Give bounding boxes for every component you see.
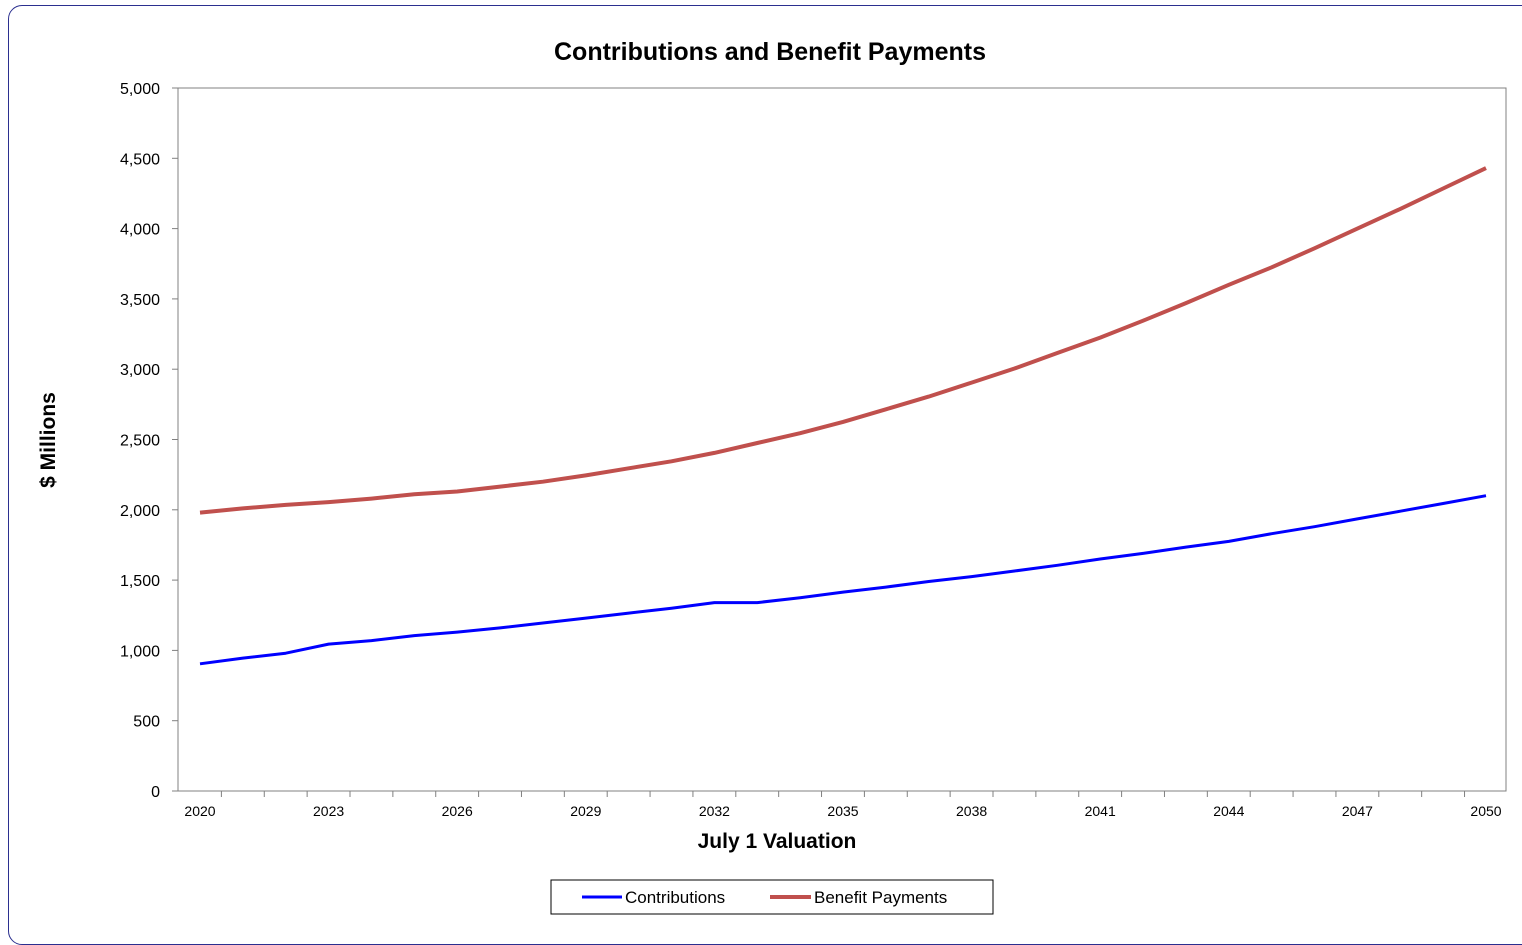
x-tick-label: 2032 bbox=[699, 803, 730, 819]
series-lines bbox=[199, 166, 1487, 666]
y-tick-label: 3,500 bbox=[120, 292, 160, 309]
y-tick-label: 4,000 bbox=[120, 222, 160, 239]
x-axis-title: July 1 Valuation bbox=[698, 830, 857, 853]
y-tick-label: 3,000 bbox=[120, 362, 160, 379]
x-tick-label: 2044 bbox=[1213, 803, 1244, 819]
y-tick-label: 0 bbox=[151, 784, 160, 801]
x-tick-label: 2020 bbox=[184, 803, 215, 819]
y-tick-label: 500 bbox=[133, 714, 160, 731]
x-tick-label: 2035 bbox=[827, 803, 858, 819]
chart-title: Contributions and Benefit Payments bbox=[554, 38, 986, 66]
x-tick-label: 2029 bbox=[570, 803, 601, 819]
y-tick-label: 5,000 bbox=[120, 81, 160, 98]
x-tick-label: 2050 bbox=[1470, 803, 1501, 819]
y-tick-label: 1,500 bbox=[120, 573, 160, 590]
legend: Contributions Benefit Payments bbox=[550, 879, 994, 915]
y-tick-label: 2,500 bbox=[120, 433, 160, 450]
legend-label: Contributions bbox=[625, 888, 725, 907]
y-axis: 0 500 1,000 1,500 2,000 2,500 3,000 3,500 4,000 4… bbox=[120, 81, 178, 801]
y-tick-label: 4,500 bbox=[120, 151, 160, 168]
legend-label: Benefit Payments bbox=[814, 888, 947, 907]
chart-frame bbox=[8, 5, 1522, 945]
plot-area bbox=[177, 87, 1507, 792]
y-tick-label: 1,000 bbox=[120, 643, 160, 660]
x-tick-label: 2026 bbox=[442, 803, 473, 819]
series-line-contributions bbox=[199, 494, 1487, 666]
x-tick-label: 2023 bbox=[313, 803, 344, 819]
plot-border bbox=[177, 87, 1507, 792]
x-axis: 2020 2023 2026 2029 2032 2035 2038 2041 2044 2047… bbox=[184, 791, 1502, 819]
y-axis-title: $ Millions bbox=[37, 392, 60, 488]
series-line-benefit-payments bbox=[199, 166, 1487, 515]
x-tick-label: 2047 bbox=[1342, 803, 1373, 819]
y-tick-label: 2,000 bbox=[120, 503, 160, 520]
line-chart: Contributions and Benefit Payments 0 500 1… bbox=[37, 38, 1507, 915]
x-tick-label: 2041 bbox=[1085, 803, 1116, 819]
x-tick-label: 2038 bbox=[956, 803, 987, 819]
